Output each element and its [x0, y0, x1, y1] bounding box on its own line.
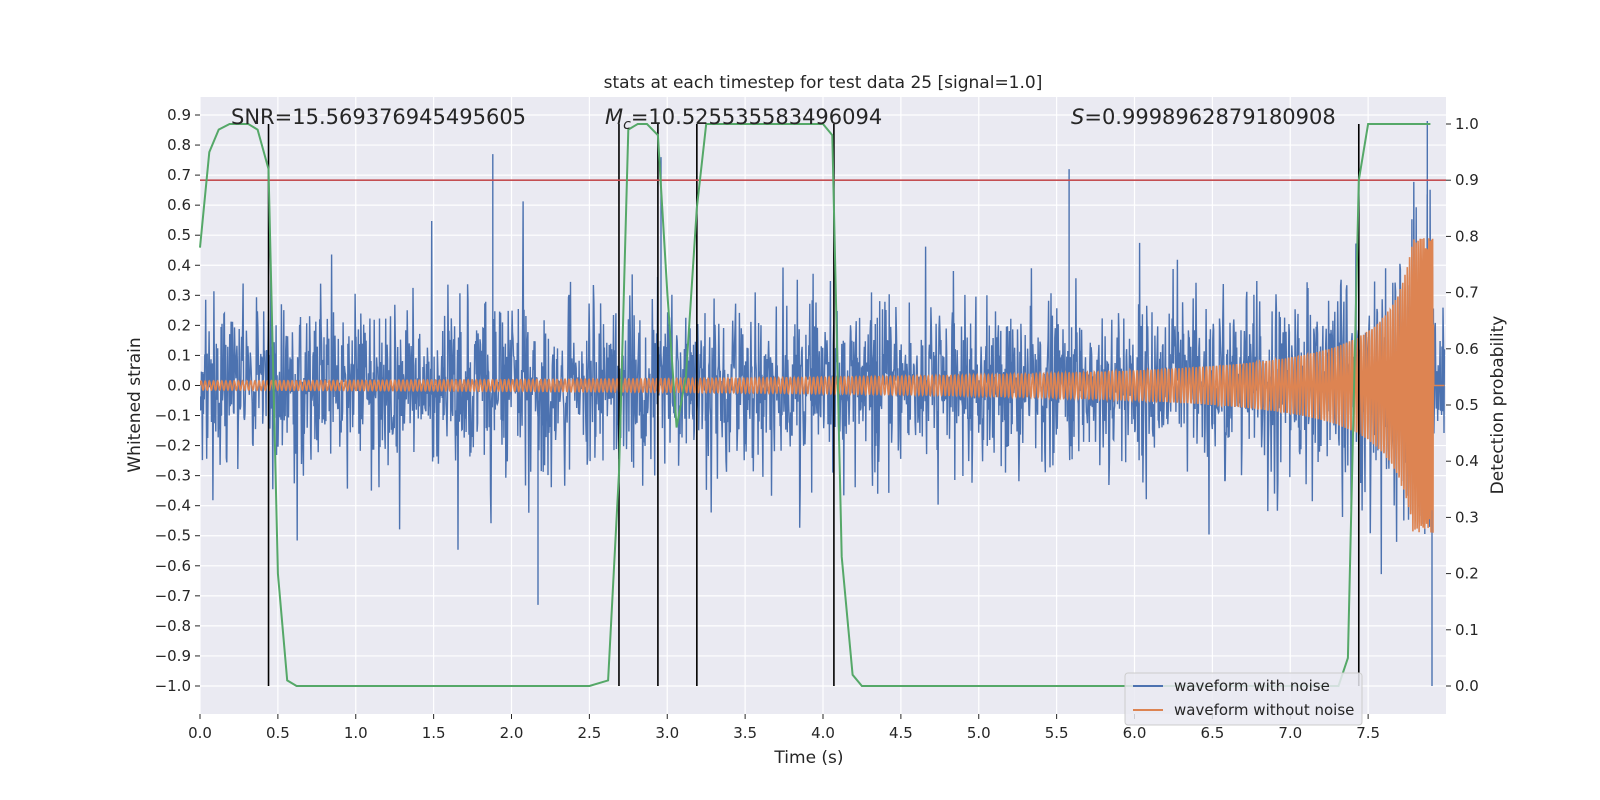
- y-right-tick-label: 0.0: [1455, 677, 1479, 695]
- y-left-tick-label: −0.9: [155, 647, 191, 665]
- x-tick-label: 0.5: [266, 724, 290, 742]
- y-left-tick-label: −0.7: [155, 587, 191, 605]
- y-right-tick-label: 1.0: [1455, 115, 1479, 133]
- x-tick-label: 4.0: [811, 724, 835, 742]
- chart-title: stats at each timestep for test data 25 …: [604, 73, 1043, 93]
- x-tick-label: 7.0: [1278, 724, 1302, 742]
- y-axis-left-ticks: 0.9 0.8 0.7 0.6 0.5 0.4 0.3 0.2 0.1 0.0 −0.1 −0.2 −0…: [155, 106, 200, 695]
- y-left-tick-label: 0.5: [167, 226, 191, 244]
- y-left-tick-label: −0.4: [155, 497, 191, 515]
- y-right-tick-label: 0.7: [1455, 284, 1479, 302]
- y-right-tick-label: 0.6: [1455, 340, 1479, 358]
- y-right-tick-label: 0.5: [1455, 396, 1479, 414]
- x-tick-label: 6.0: [1123, 724, 1147, 742]
- x-tick-label: 4.5: [889, 724, 913, 742]
- y-left-tick-label: 0.1: [167, 346, 191, 364]
- y-axis-right-ticks: 1.0 0.9 0.8 0.7 0.6 0.5 0.4 0.3 0.2 0.1 0.0: [1446, 115, 1479, 695]
- y-left-tick-label: 0.8: [167, 136, 191, 154]
- y-right-tick-label: 0.4: [1455, 452, 1479, 470]
- y-left-tick-label: 0.9: [167, 106, 191, 124]
- x-tick-label: 3.0: [655, 724, 679, 742]
- y-left-tick-label: −0.8: [155, 617, 191, 635]
- x-axis-ticks: 0.0 0.5 1.0 1.5 2.0 2.5 3.0 3.5 4.0 4.5 5.0 5.5 6.0 6…: [188, 714, 1380, 742]
- x-tick-label: 2.0: [500, 724, 524, 742]
- x-tick-label: 3.5: [733, 724, 757, 742]
- y-right-tick-label: 0.8: [1455, 227, 1479, 245]
- y-axis-left-label: Whitened strain: [125, 337, 145, 472]
- y-left-tick-label: −0.6: [155, 557, 191, 575]
- x-tick-label: 5.0: [967, 724, 991, 742]
- legend-label-clean: waveform without noise: [1174, 701, 1354, 719]
- y-left-tick-label: 0.3: [167, 286, 191, 304]
- x-axis-label: Time (s): [773, 748, 843, 768]
- score-annotation: S=0.9998962879180908: [1071, 105, 1336, 129]
- x-tick-label: 7.5: [1356, 724, 1380, 742]
- x-tick-label: 1.0: [344, 724, 368, 742]
- x-tick-label: 2.5: [577, 724, 601, 742]
- chirp-mass-annotation: Mc=10.525535583496094: [605, 105, 882, 133]
- series-waveform-without-noise: [200, 238, 1445, 533]
- legend: waveform with noise waveform without noi…: [1124, 672, 1363, 726]
- x-tick-label: 0.0: [188, 724, 212, 742]
- legend-label-noisy: waveform with noise: [1174, 677, 1330, 695]
- y-left-tick-label: 0.0: [167, 376, 191, 394]
- y-right-tick-label: 0.3: [1455, 508, 1479, 526]
- y-left-tick-label: 0.2: [167, 316, 191, 334]
- x-tick-label: 5.5: [1045, 724, 1069, 742]
- y-axis-right-label: Detection probability: [1488, 316, 1508, 495]
- y-right-tick-label: 0.2: [1455, 565, 1479, 583]
- y-right-tick-label: 0.1: [1455, 621, 1479, 639]
- y-left-tick-label: −0.1: [155, 407, 191, 425]
- x-tick-label: 1.5: [422, 724, 446, 742]
- x-tick-label: 6.5: [1200, 724, 1224, 742]
- y-right-tick-label: 0.9: [1455, 171, 1479, 189]
- y-left-tick-label: 0.6: [167, 196, 191, 214]
- snr-annotation: SNR=15.569376945495605: [231, 105, 526, 129]
- y-left-tick-label: 0.4: [167, 256, 191, 274]
- y-left-tick-label: −0.3: [155, 467, 191, 485]
- y-left-tick-label: −0.5: [155, 527, 191, 545]
- y-left-tick-label: −0.2: [155, 437, 191, 455]
- y-left-tick-label: 0.7: [167, 166, 191, 184]
- y-left-tick-label: −1.0: [155, 677, 191, 695]
